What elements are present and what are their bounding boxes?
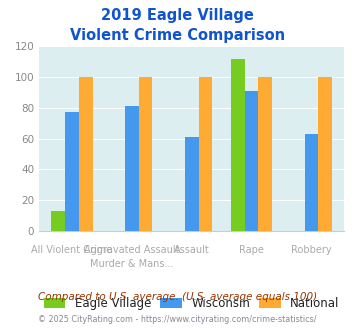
Bar <box>258 77 272 231</box>
Text: Murder & Mans...: Murder & Mans... <box>90 259 174 269</box>
Bar <box>305 134 318 231</box>
Bar <box>125 106 139 231</box>
Bar <box>79 77 93 231</box>
Bar <box>65 113 79 231</box>
Text: Aggravated Assault: Aggravated Assault <box>84 245 180 255</box>
Bar <box>51 211 65 231</box>
Bar <box>245 91 258 231</box>
Bar <box>185 137 198 231</box>
Bar <box>198 77 212 231</box>
Text: All Violent Crime: All Violent Crime <box>31 245 113 255</box>
Text: Violent Crime Comparison: Violent Crime Comparison <box>70 28 285 43</box>
Bar <box>318 77 332 231</box>
Text: 2019 Eagle Village: 2019 Eagle Village <box>101 8 254 23</box>
Bar <box>231 58 245 231</box>
Text: © 2025 CityRating.com - https://www.cityrating.com/crime-statistics/: © 2025 CityRating.com - https://www.city… <box>38 315 317 324</box>
Text: Compared to U.S. average. (U.S. average equals 100): Compared to U.S. average. (U.S. average … <box>38 292 317 302</box>
Legend: Eagle Village, Wisconsin, National: Eagle Village, Wisconsin, National <box>39 292 344 315</box>
Text: Assault: Assault <box>174 245 209 255</box>
Text: Robbery: Robbery <box>291 245 332 255</box>
Bar <box>139 77 153 231</box>
Text: Rape: Rape <box>239 245 264 255</box>
